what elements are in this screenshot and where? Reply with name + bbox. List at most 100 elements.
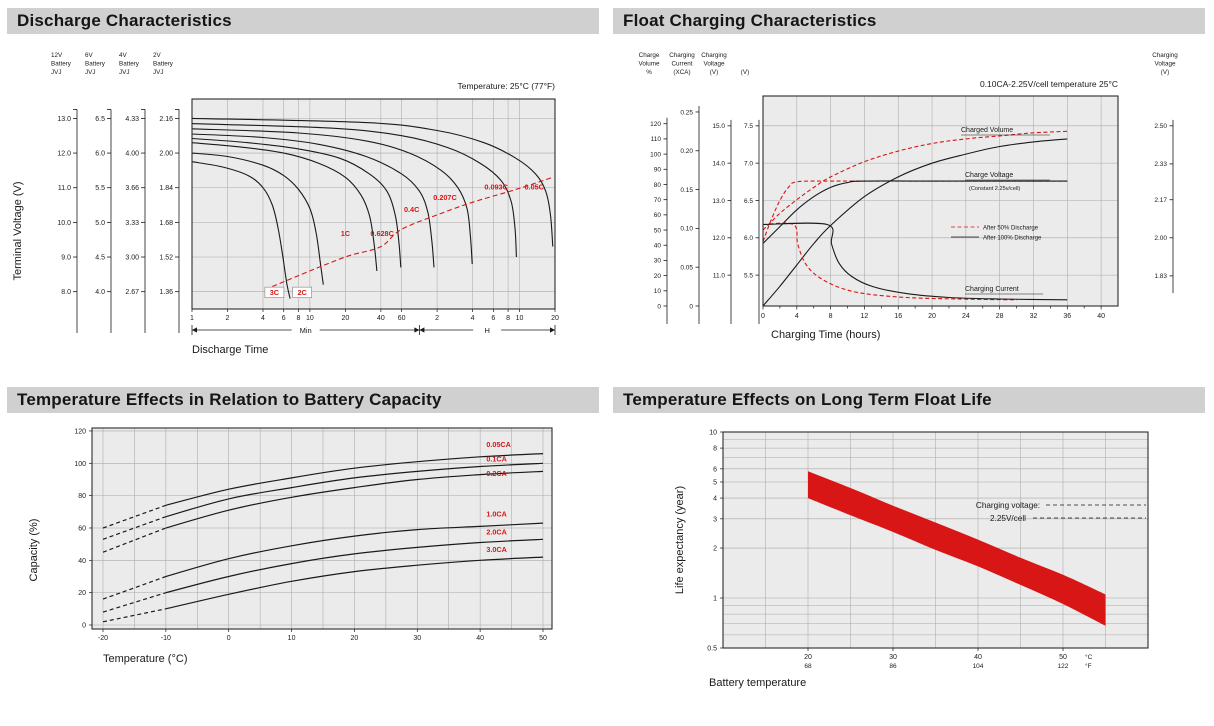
svg-text:4: 4: [471, 315, 475, 322]
svg-text:40: 40: [974, 654, 982, 661]
svg-text:2: 2: [226, 315, 230, 322]
svg-text:12: 12: [861, 313, 869, 320]
svg-text:0: 0: [761, 313, 765, 320]
gridlines: [723, 431, 1148, 648]
x-axis: 1 2 4 6 8 10 20 40 60 2 4 6 8 10 20 Min H Discharge Time: [190, 309, 559, 356]
svg-text:6.5: 6.5: [95, 116, 105, 123]
svg-text:10: 10: [709, 430, 717, 437]
svg-text:1: 1: [713, 596, 717, 603]
svg-text:12.0: 12.0: [712, 235, 725, 242]
svg-text:4: 4: [713, 496, 717, 503]
svg-text:Voltage: Voltage: [703, 61, 725, 68]
svg-text:12V: 12V: [51, 52, 63, 59]
discharge-curves: [191, 117, 554, 299]
svg-text:H: H: [484, 326, 489, 335]
svg-text:68: 68: [804, 663, 812, 670]
plot-border: [191, 98, 556, 310]
svg-text:90: 90: [654, 167, 662, 174]
svg-text:6V: 6V: [85, 52, 94, 59]
svg-text:3.66: 3.66: [125, 185, 139, 192]
annotation: Temperature: 25°C (77°F): [457, 81, 555, 91]
y-scales: 12VBatteryJVJ13.012.011.010.09.08.06VBat…: [12, 52, 180, 333]
svg-text:10: 10: [288, 635, 296, 642]
svg-text:Current: Current: [672, 61, 693, 68]
svg-text:10: 10: [516, 315, 524, 322]
svg-text:1.68: 1.68: [159, 220, 173, 227]
curve-labels: 3C 2C 1C 0.628C 0.4C 0.207C 0.093C 0.05C: [264, 182, 545, 298]
panel-discharge-characteristics: Discharge Characteristics 3C 2C 1C 0.628C 0.…: [7, 8, 599, 373]
svg-text:5: 5: [713, 479, 717, 486]
svg-text:0.20: 0.20: [680, 148, 693, 155]
svg-text:Discharge Time: Discharge Time: [192, 344, 268, 356]
svg-text:4.00: 4.00: [125, 151, 139, 158]
axes: 1086543210.5206830864010450122°C°FBatter…: [674, 430, 1093, 690]
svg-text:4.33: 4.33: [125, 116, 139, 123]
svg-text:40: 40: [654, 243, 662, 250]
svg-text:(V): (V): [741, 69, 749, 76]
svg-text:-20: -20: [98, 635, 108, 642]
svg-text:122: 122: [1058, 663, 1069, 670]
svg-text:5.0: 5.0: [95, 220, 105, 227]
svg-text:1.52: 1.52: [159, 255, 173, 262]
plot-border: [91, 427, 553, 630]
svg-text:Charging: Charging: [669, 52, 695, 59]
svg-text:2.33: 2.33: [1154, 161, 1167, 168]
svg-text:86: 86: [889, 663, 897, 670]
svg-text:Charge Voltage: Charge Voltage: [965, 172, 1013, 179]
svg-text:6.0: 6.0: [744, 235, 753, 242]
svg-text:4: 4: [261, 315, 265, 322]
svg-text:30: 30: [413, 635, 421, 642]
gridlines: [192, 99, 555, 309]
svg-text:60: 60: [398, 315, 406, 322]
svg-text:2V: 2V: [153, 52, 162, 59]
svg-text:Charging voltage:: Charging voltage:: [976, 501, 1040, 510]
svg-text:0.05C: 0.05C: [524, 182, 544, 191]
svg-text:Volume: Volume: [638, 61, 660, 68]
svg-text:6: 6: [282, 315, 286, 322]
svg-text:4V: 4V: [119, 52, 128, 59]
svg-text:40: 40: [78, 558, 86, 565]
svg-text:3.33: 3.33: [125, 220, 139, 227]
svg-text:Temperature: 25°C (77°F): Temperature: 25°C (77°F): [457, 81, 555, 91]
svg-text:20: 20: [928, 313, 936, 320]
svg-text:Battery: Battery: [51, 61, 72, 68]
svg-text:3.0CA: 3.0CA: [486, 545, 506, 554]
svg-text:0.1CA: 0.1CA: [486, 455, 506, 464]
svg-text:40: 40: [1097, 313, 1105, 320]
svg-text:4.5: 4.5: [95, 255, 105, 262]
svg-text:30: 30: [654, 258, 662, 265]
svg-text:Battery: Battery: [153, 61, 174, 68]
svg-text:After 100% Discharge: After 100% Discharge: [983, 236, 1042, 242]
svg-text:3: 3: [713, 516, 717, 523]
svg-text:2.00: 2.00: [159, 151, 173, 158]
plot-area: [763, 96, 1118, 306]
svg-text:°F: °F: [1085, 662, 1092, 670]
svg-text:Charging: Charging: [1152, 52, 1178, 59]
svg-text:0.207C: 0.207C: [433, 193, 457, 202]
svg-text:0.093C: 0.093C: [484, 182, 508, 191]
svg-text:1.36: 1.36: [159, 289, 173, 296]
svg-text:2.00: 2.00: [1154, 235, 1167, 242]
svg-text:9.0: 9.0: [61, 255, 71, 262]
svg-text:JVJ: JVJ: [153, 69, 164, 76]
svg-text:Temperature (°C): Temperature (°C): [103, 653, 187, 665]
svg-text:(V): (V): [710, 69, 718, 76]
float-life-chart: Charging voltage:2.25V/cell1086543210.52…: [674, 430, 1149, 690]
svg-text:50: 50: [539, 635, 547, 642]
svg-text:4.0: 4.0: [95, 289, 105, 296]
svg-text:Battery: Battery: [85, 61, 106, 68]
svg-text:0.25: 0.25: [680, 109, 693, 116]
svg-text:0.05CA: 0.05CA: [486, 440, 510, 449]
panel-float-life: Temperature Effects on Long Term Float L…: [613, 387, 1205, 694]
svg-text:8.0: 8.0: [61, 289, 71, 296]
svg-text:Battery: Battery: [119, 61, 140, 68]
svg-text:8: 8: [829, 313, 833, 320]
svg-text:After 50% Discharge: After 50% Discharge: [983, 226, 1039, 232]
battery-datasheet-page: Discharge Characteristics 3C 2C 1C 0.628C 0.…: [7, 8, 1205, 694]
svg-text:(V): (V): [1161, 69, 1169, 76]
gridlines: [763, 96, 1118, 306]
panel-title-float-charging: Float Charging Characteristics: [613, 8, 1205, 34]
svg-text:20: 20: [351, 635, 359, 642]
svg-text:Charging: Charging: [701, 52, 727, 59]
svg-text:6: 6: [713, 466, 717, 473]
